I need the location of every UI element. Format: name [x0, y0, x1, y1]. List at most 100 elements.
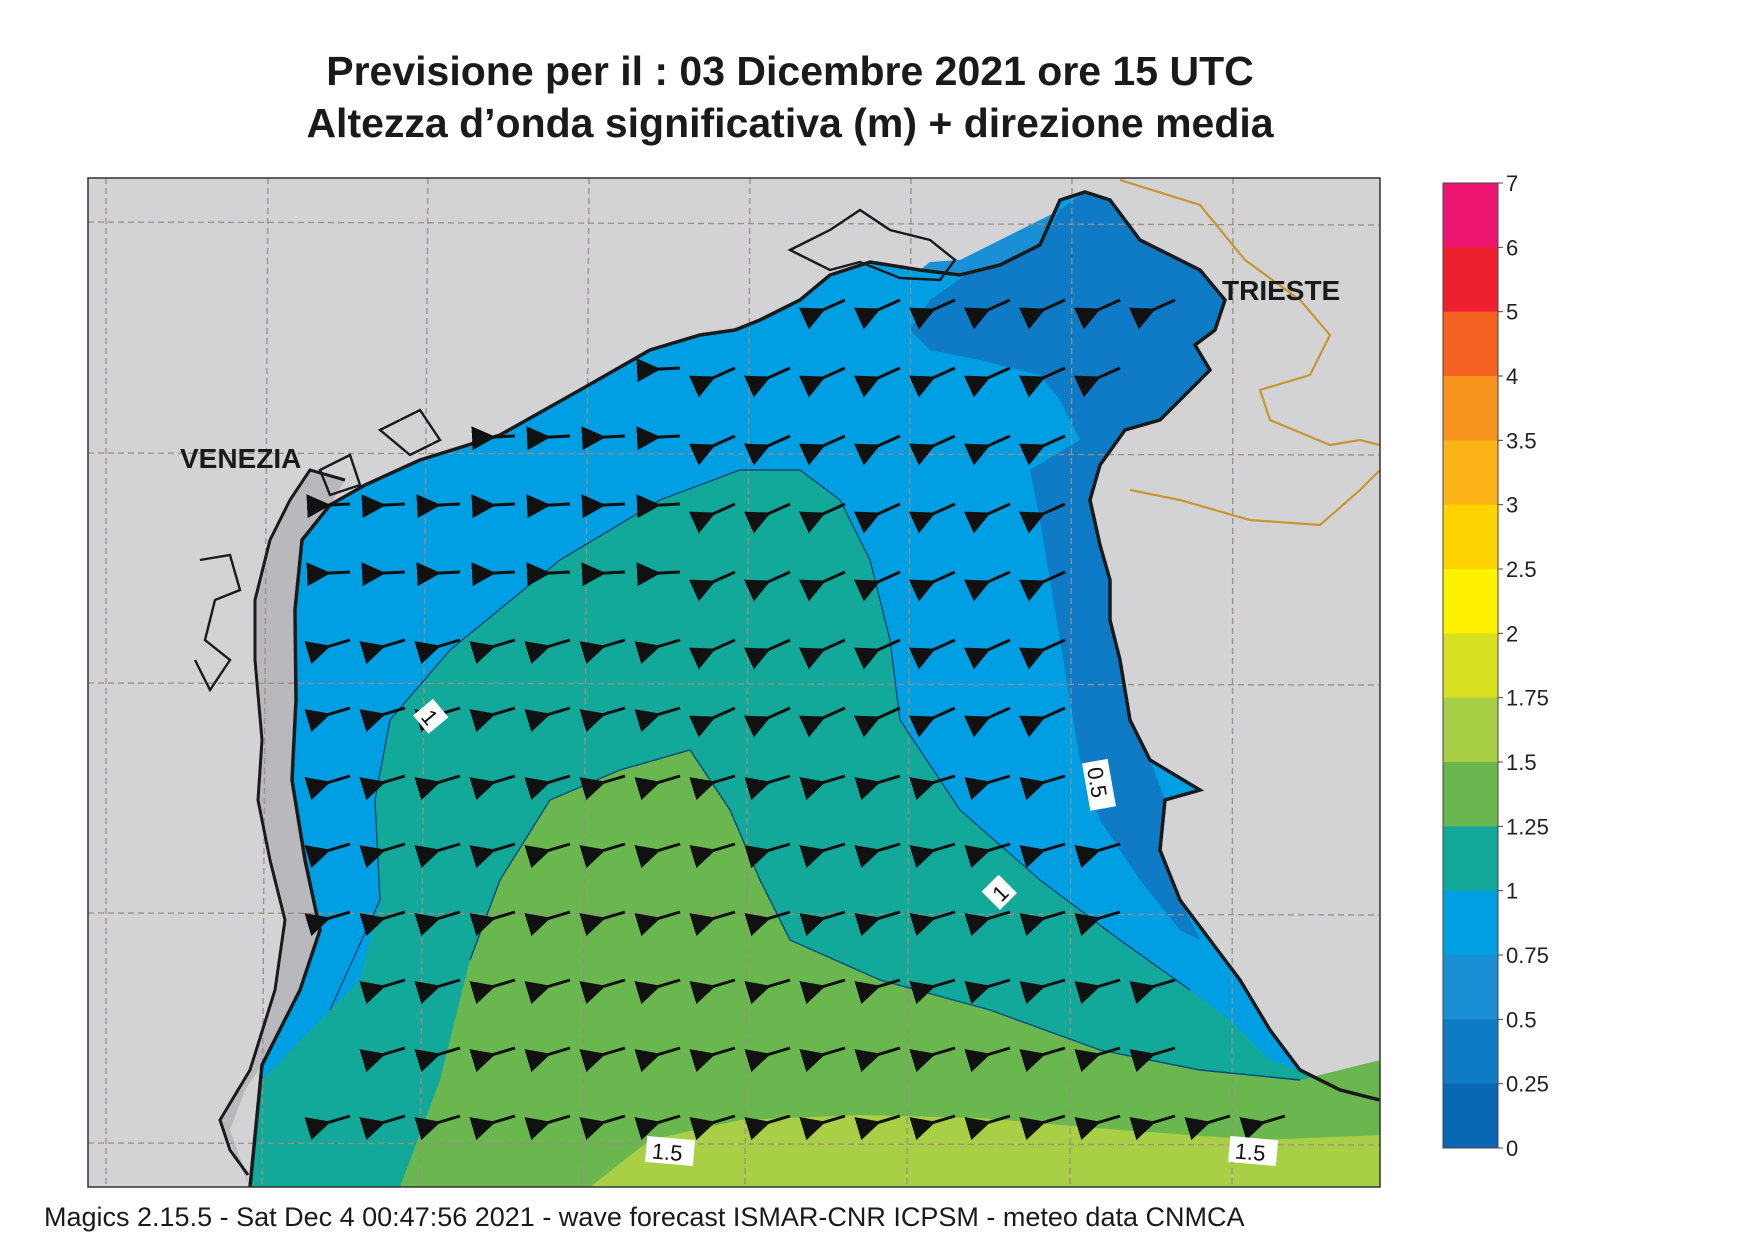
wave-arrow [359, 978, 406, 1005]
wave-arrow [1019, 1046, 1066, 1073]
wave-arrow [469, 978, 516, 1005]
wave-arrow [634, 774, 681, 801]
wave-arrow [1018, 434, 1066, 466]
wave-arrow [526, 494, 571, 519]
wave-arrow [1018, 502, 1066, 534]
wave-arrow [579, 774, 626, 801]
wave-arrow [636, 426, 681, 451]
wave-arrow [636, 562, 681, 587]
legend-swatch [1443, 633, 1498, 699]
legend-swatch [1443, 247, 1498, 313]
wave-arrow [579, 842, 626, 869]
sea-band-1 [920, 210, 1060, 275]
wave-arrow [634, 1046, 681, 1073]
wave-arrow [524, 1046, 571, 1073]
wave-arrow [854, 1046, 901, 1073]
wave-arrow [1239, 1114, 1286, 1141]
wave-arrow [1129, 1046, 1176, 1073]
wave-arrow [304, 1114, 351, 1141]
wave-arrow [414, 638, 461, 665]
legend-label: 1.25 [1506, 814, 1549, 839]
wave-arrow [688, 434, 736, 466]
wave-arrow [524, 910, 571, 937]
wave-arrow [304, 774, 351, 801]
lagoon-outline [218, 468, 346, 1176]
wave-direction-arrows [304, 298, 1286, 1141]
wave-arrow [908, 366, 956, 398]
wave-arrow [634, 910, 681, 937]
wave-arrow [416, 494, 461, 519]
wave-arrow [524, 638, 571, 665]
wave-arrow [634, 978, 681, 1005]
wave-arrow [744, 842, 791, 869]
wave-arrow [634, 1114, 681, 1141]
legend-label: 2.5 [1506, 557, 1537, 582]
wave-arrow [414, 978, 461, 1005]
legend-swatch [1443, 1083, 1498, 1149]
wave-arrow [524, 706, 571, 733]
wave-arrow [908, 434, 956, 466]
wave-arrow [688, 570, 736, 602]
wave-arrow [634, 842, 681, 869]
wave-arrow [1074, 978, 1121, 1005]
wave-arrow [1019, 774, 1066, 801]
wave-arrow [689, 1114, 736, 1141]
wave-arrow [854, 978, 901, 1005]
wave-arrow [689, 1046, 736, 1073]
wave-arrow [799, 774, 846, 801]
legend-label: 2 [1506, 621, 1518, 646]
wave-arrow [798, 570, 846, 602]
wave-arrow [304, 638, 351, 665]
wave-arrow [743, 502, 791, 534]
wave-arrow [853, 366, 901, 398]
wave-arrow [414, 910, 461, 937]
legend-swatch [1443, 762, 1498, 827]
wave-arrow [581, 426, 626, 451]
wave-arrow [909, 1114, 956, 1141]
wave-arrow [964, 1046, 1011, 1073]
wave-arrow [469, 1046, 516, 1073]
contour-label-05: 0.5 [1082, 765, 1112, 799]
wave-arrow [963, 706, 1011, 738]
wave-arrow [524, 774, 571, 801]
contour-label-15a: 1.5 [651, 1138, 684, 1166]
wave-arrow [743, 366, 791, 398]
wave-arrow [414, 1114, 461, 1141]
legend-swatch [1443, 569, 1498, 634]
wave-arrow [471, 426, 516, 451]
wave-arrow [688, 706, 736, 738]
wave-arrow [853, 502, 901, 534]
wave-arrow [1018, 366, 1066, 398]
wave-arrow [1019, 842, 1066, 869]
wave-arrow [636, 358, 681, 383]
wave-arrow [524, 1114, 571, 1141]
wave-arrow [469, 706, 516, 733]
wave-arrow [909, 910, 956, 937]
wave-arrow [744, 1046, 791, 1073]
wave-arrow [799, 1114, 846, 1141]
wave-arrow [359, 774, 406, 801]
wave-arrow [1018, 298, 1066, 330]
legend-label: 1 [1506, 879, 1518, 904]
wave-arrow [361, 494, 406, 519]
wave-arrow [1019, 978, 1066, 1005]
wave-arrow [359, 842, 406, 869]
wave-arrow [471, 494, 516, 519]
wave-arrow [304, 910, 351, 937]
map-frame [87, 177, 1381, 1188]
legend-label: 0.75 [1506, 943, 1549, 968]
wave-arrow [964, 1114, 1011, 1141]
color-legend: 7 6 5 4 3.5 3 2.5 2 1.75 1.5 1.25 1 0.75 0.5 0.25 0 [1442, 171, 1549, 1161]
wave-arrow [306, 494, 351, 519]
wave-arrow [798, 366, 846, 398]
legend-swatch [1443, 504, 1498, 570]
wave-arrow [1074, 842, 1121, 869]
legend-label: 3.5 [1506, 428, 1537, 453]
wave-arrow [1018, 570, 1066, 602]
graticule [88, 178, 1380, 1187]
wave-arrow [359, 1114, 406, 1141]
wave-arrow [743, 434, 791, 466]
wave-arrow [744, 1114, 791, 1141]
legend-swatch [1443, 1019, 1498, 1085]
